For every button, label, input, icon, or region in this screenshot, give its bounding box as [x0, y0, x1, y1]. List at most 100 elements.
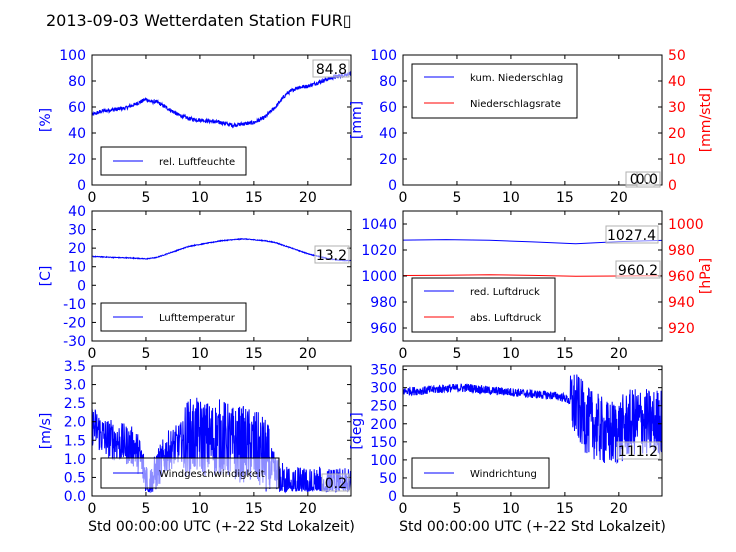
value-annotation: 84.8: [316, 62, 347, 78]
y-axis-label: [C]: [38, 266, 54, 287]
y-tick-label: 80: [68, 74, 86, 90]
legend-entry: red. Luftdruck: [470, 287, 540, 298]
legend: Lufttemperatur: [100, 302, 247, 332]
y-tick-label: 0: [77, 278, 86, 294]
y-tick-label: 1.0: [64, 452, 86, 468]
legend-entry: kum. Niederschlag: [470, 73, 563, 84]
y-tick-label-right: 50: [668, 48, 686, 64]
y-tick-label: 200: [370, 417, 397, 433]
y-tick-label: 10: [68, 260, 86, 276]
series-line-humidity-0: [92, 71, 351, 129]
y-tick-label: 350: [370, 363, 397, 379]
y-tick-label: 3.5: [64, 359, 86, 375]
y-tick-label: 0.5: [64, 470, 86, 486]
y-tick-label: 40: [68, 126, 86, 142]
x-tick-label: 0: [88, 190, 97, 206]
y-axis-label-right: [mm/std]: [698, 88, 714, 153]
y-tick-label: 20: [68, 241, 86, 257]
y-tick-label-right: 0: [668, 178, 677, 194]
value-annotation-box: [636, 171, 661, 188]
value-annotation: 0.2: [325, 476, 347, 492]
x-tick-label: 10: [191, 190, 209, 206]
series-line-temperature-0: [92, 237, 351, 262]
x-tick-label: 5: [452, 190, 461, 206]
legend-entry: Lufttemperatur: [159, 313, 236, 324]
y-tick-label: 40: [379, 126, 397, 142]
plot-frame: [91, 365, 352, 497]
value-annotation-box: [312, 59, 350, 78]
y-tick-label-right: 40: [668, 74, 686, 90]
y-tick-label: 0: [388, 489, 397, 505]
x-tick-label: 10: [502, 501, 520, 517]
y-tick-label: 1040: [361, 217, 397, 233]
value-annotation-box: [616, 441, 661, 460]
y-tick-label: 960: [370, 321, 397, 337]
value-annotation-box: [615, 260, 661, 279]
y-tick-label-right: 10: [668, 152, 686, 168]
x-tick-label: 10: [502, 190, 520, 206]
legend-box: [411, 63, 578, 119]
y-tick-label: 1020: [361, 243, 397, 259]
x-tick-label: 0: [399, 190, 408, 206]
x-tick-label: 10: [191, 501, 209, 517]
y-tick-label: 100: [370, 48, 397, 64]
y-tick-label: 20: [379, 152, 397, 168]
x-tick-label: 0: [88, 346, 97, 362]
x-tick-label: 15: [245, 346, 263, 362]
y-axis-label: [mm]: [349, 101, 365, 139]
y-axis-label: [deg]: [349, 412, 365, 449]
y-tick-label-right: 20: [668, 126, 686, 142]
legend-entry: Windrichtung: [470, 469, 537, 480]
y-tick-label: 2.5: [64, 396, 86, 412]
y-tick-label: 980: [370, 295, 397, 311]
x-axis-label: Std 00:00:00 UTC (+-22 Std Lokalzeit): [399, 519, 666, 535]
panel-temperature: 0 5 10 15 20 -30 -20 -10 0 10 20 30 40 [C] Lufttempera…: [38, 204, 352, 362]
legend-entry: rel. Luftfeuchte: [159, 157, 235, 168]
y-tick-label: 150: [370, 435, 397, 451]
value-annotation: 13.2: [316, 248, 347, 264]
y-axis-label: [m/s]: [38, 413, 54, 450]
panel-windspeed: 0 5 10 15 20 0.0 0.5 1.0 1.5 2.0 2.5 3.0 3.5 [m/s] Std…: [38, 359, 355, 535]
y-tick-label: 300: [370, 381, 397, 397]
plot-frame: [402, 54, 663, 186]
x-tick-label: 10: [502, 346, 520, 362]
y-tick-label: 40: [68, 204, 86, 220]
y-tick-label: 250: [370, 399, 397, 415]
y-tick-label: 100: [59, 48, 86, 64]
y-tick-label-right: 960: [668, 269, 695, 285]
y-tick-label: 60: [379, 100, 397, 116]
value-annotation: 960.2: [618, 263, 658, 279]
x-tick-label: 0: [88, 501, 97, 517]
legend: kum. Niederschlag Niederschlagsrate: [411, 63, 578, 119]
x-axis-label: Std 00:00:00 UTC (+-22 Std Lokalzeit): [88, 519, 355, 535]
y-tick-label-right: 30: [668, 100, 686, 116]
plot-frame: [91, 210, 352, 342]
y-tick-label: 30: [68, 223, 86, 239]
figure-title: 2013-09-03 Wetterdaten Station FUR▯: [46, 11, 352, 30]
legend-entry: Windgeschwindigkeit: [159, 469, 265, 480]
y-tick-label: 1000: [361, 269, 397, 285]
y-tick-label: 3.0: [64, 378, 86, 394]
x-tick-label: 5: [141, 190, 150, 206]
y-tick-label: 60: [68, 100, 86, 116]
y-axis-label: [%]: [38, 108, 54, 132]
panel-pressure: 0 5 10 15 20 960 980 1000 1020 1040 920 940 960 980 10…: [361, 210, 714, 362]
x-tick-label: 20: [299, 190, 317, 206]
x-tick-label: 20: [610, 501, 628, 517]
x-tick-label: 15: [556, 501, 574, 517]
y-tick-label-right: 920: [668, 321, 695, 337]
x-tick-label: 0: [399, 501, 408, 517]
value-annotation: 0.0: [636, 172, 658, 188]
x-tick-label: 20: [610, 346, 628, 362]
y-tick-label-right: 1000: [668, 217, 704, 233]
y-tick-label: 0: [388, 178, 397, 194]
y-axis-label-right: [hPa]: [698, 258, 714, 294]
value-annotation-box: [605, 225, 659, 244]
y-tick-label: 0: [77, 178, 86, 194]
legend-box: [100, 302, 247, 332]
value-annotation: 111.2: [618, 444, 658, 460]
y-tick-label-right: 980: [668, 243, 695, 259]
y-tick-label: -20: [63, 315, 86, 331]
